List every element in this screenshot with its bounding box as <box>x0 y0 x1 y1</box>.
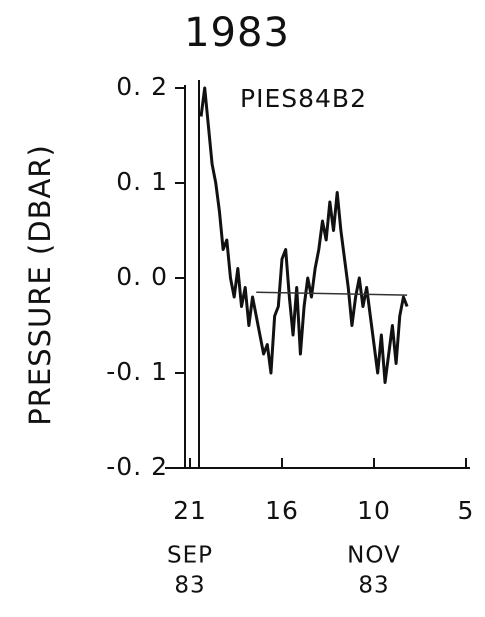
chart-title: 1983 <box>184 10 290 56</box>
y-axis-label: PRESSURE (DBAR) <box>23 144 57 426</box>
y-tick-label: -0. 2 <box>106 452 168 481</box>
x-tick-label: 10 <box>357 496 391 525</box>
x-tick-label: 16 <box>265 496 299 525</box>
month-label: NOV <box>347 543 401 569</box>
y-tick-label: 0. 0 <box>116 262 168 291</box>
x-tick-label: 21 <box>173 496 207 525</box>
y-tick-label: 0. 1 <box>116 167 168 196</box>
month-label: SEP <box>167 543 213 569</box>
y-tick-label: 0. 2 <box>116 72 168 101</box>
data-line <box>256 291 408 296</box>
x-tick-label: 5 <box>458 496 475 525</box>
data-line <box>199 86 409 384</box>
y-tick-label: -0. 1 <box>106 357 168 386</box>
year-label: 83 <box>174 573 205 599</box>
year-label: 83 <box>358 573 389 599</box>
annotation: PIES84B2 <box>240 84 367 113</box>
